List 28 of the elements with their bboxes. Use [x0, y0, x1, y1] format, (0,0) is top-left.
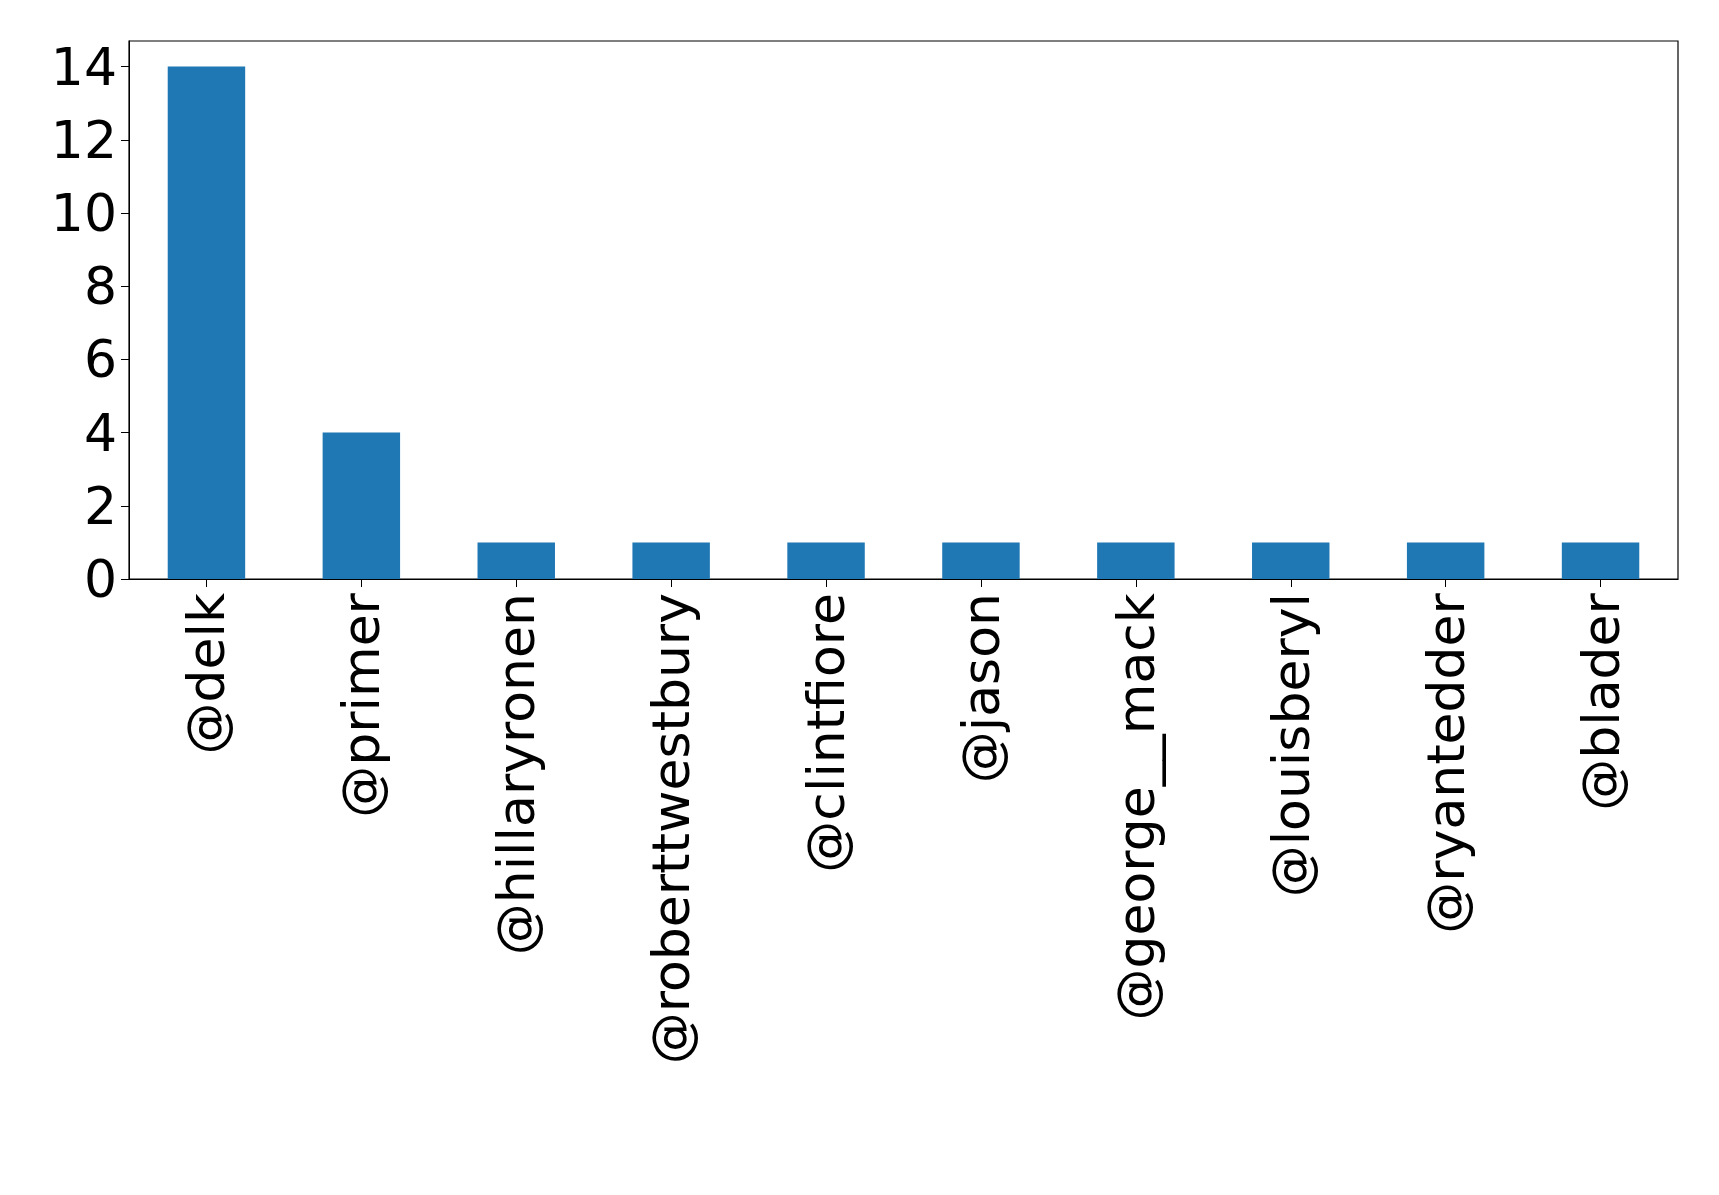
bar — [632, 542, 710, 579]
bar — [1252, 542, 1330, 579]
bar — [1097, 542, 1175, 579]
x-tick-label: @primer — [331, 592, 392, 818]
x-tick-label: @roberttwestbury — [641, 593, 702, 1065]
bar — [787, 542, 865, 579]
bar — [477, 542, 555, 579]
y-tick-label: 14 — [50, 36, 117, 97]
y-tick-label: 10 — [50, 183, 117, 244]
bar — [167, 66, 246, 579]
x-tick-label: @hillaryronen — [486, 593, 547, 956]
bar — [942, 542, 1020, 579]
x-tick-label: @jason — [950, 593, 1011, 784]
bar — [322, 432, 401, 579]
y-tick-label: 12 — [50, 109, 117, 170]
y-tick-label: 2 — [83, 475, 117, 536]
x-tick-label: @clintfiore — [796, 593, 857, 873]
bar — [1406, 542, 1485, 579]
y-tick-label: 6 — [83, 329, 117, 390]
y-tick-label: 8 — [83, 256, 117, 317]
x-tick-label: @delk — [176, 593, 237, 755]
y-tick-label: 0 — [83, 549, 117, 609]
x-tick-label: @louisberyl — [1260, 593, 1321, 898]
bar — [1561, 542, 1640, 579]
x-tick-label: @george__mack — [1105, 593, 1166, 1021]
x-tick-label: @ryantedder — [1415, 592, 1476, 934]
y-tick-label: 4 — [83, 402, 117, 463]
x-tick-label: @blader — [1570, 592, 1631, 811]
